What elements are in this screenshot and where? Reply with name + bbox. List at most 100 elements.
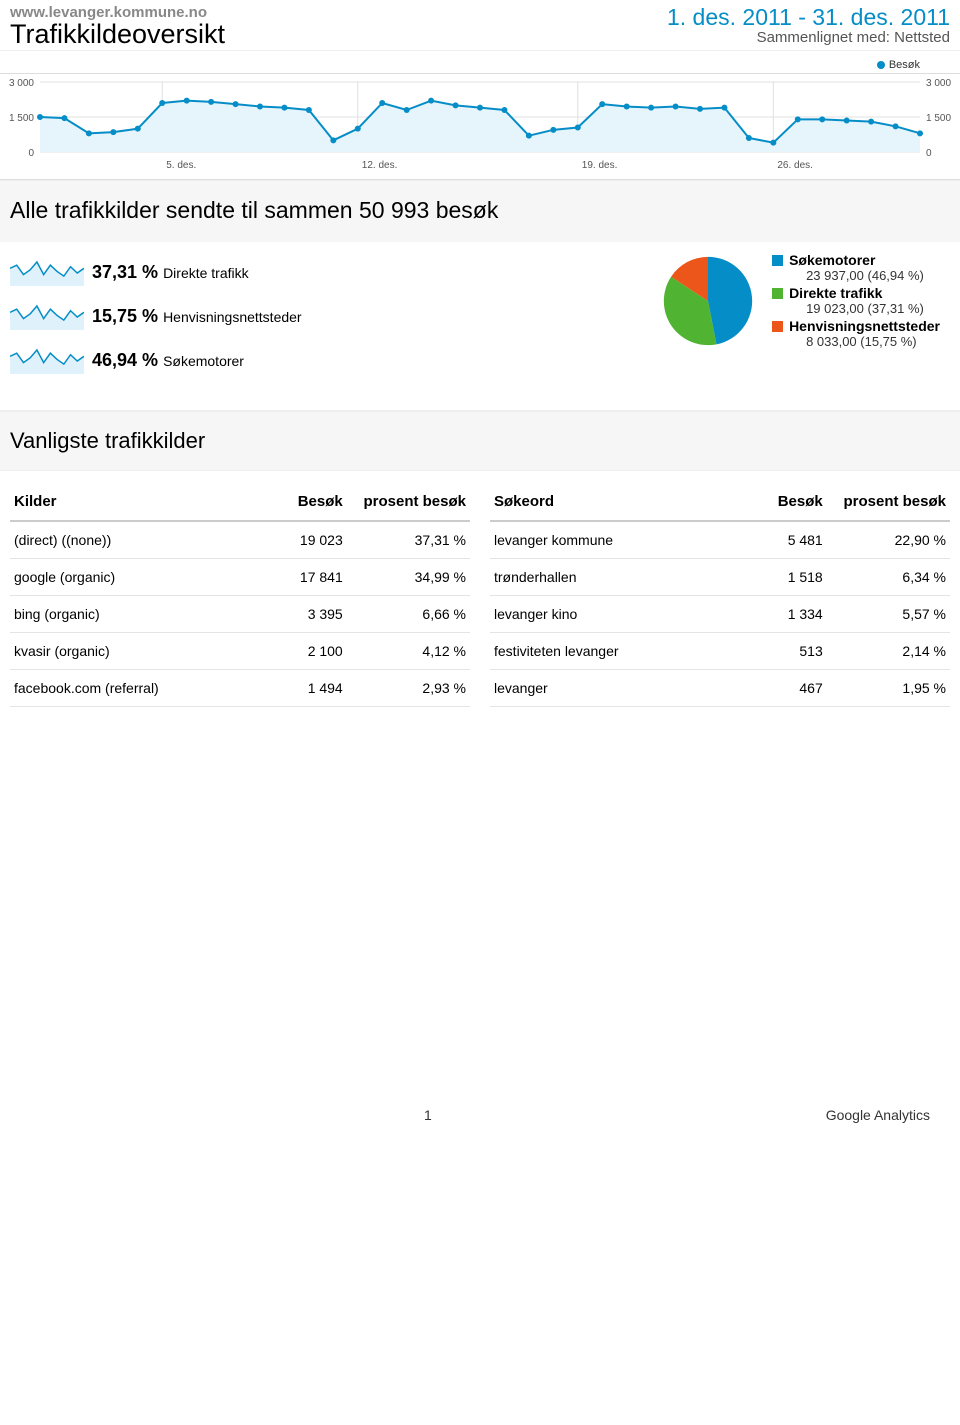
table-cell: 2,14 % xyxy=(823,643,946,659)
legend-swatch-icon xyxy=(772,321,783,332)
report-header: www.levanger.kommune.no Trafikkildeovers… xyxy=(0,0,960,50)
table-cell: levanger kino xyxy=(494,606,720,622)
pie-legend-name: Søkemotorer xyxy=(789,252,924,268)
table-header-cell: Søkeord xyxy=(494,493,720,510)
breakdown-percentage: 37,31 % Direkte trafikk xyxy=(92,262,249,283)
sparkline-icon xyxy=(10,258,84,286)
svg-text:0: 0 xyxy=(926,148,932,159)
table-header: Kilder Besøk prosent besøk xyxy=(10,483,470,522)
breakdown-label: Direkte trafikk xyxy=(163,265,249,281)
sparkline-icon xyxy=(10,302,84,330)
table-row: kvasir (organic) 2 100 4,12 % xyxy=(10,633,470,670)
keywords-table: Søkeord Besøk prosent besøk levanger kom… xyxy=(490,483,950,707)
table-header-cell: Besøk xyxy=(240,493,343,510)
svg-text:5. des.: 5. des. xyxy=(166,160,196,171)
table-cell: 5 481 xyxy=(720,532,823,548)
footer-brand: Google Analytics xyxy=(826,1107,930,1123)
traffic-breakdown: 37,31 % Direkte trafikk 15,75 % Henvisni… xyxy=(0,242,960,411)
table-row: trønderhallen 1 518 6,34 % xyxy=(490,559,950,596)
table-cell: 5,57 % xyxy=(823,606,946,622)
chart-legend: Besøk xyxy=(0,50,960,73)
table-cell: 513 xyxy=(720,643,823,659)
table-cell: google (organic) xyxy=(14,569,240,585)
table-cell: levanger xyxy=(494,680,720,696)
report-title: Trafikkildeoversikt xyxy=(10,19,225,50)
breakdown-row: 37,31 % Direkte trafikk xyxy=(10,258,660,286)
breakdown-row: 46,94 % Søkemotorer xyxy=(10,346,660,374)
pie-legend-value: 23 937,00 (46,94 %) xyxy=(806,268,924,283)
table-row: levanger kommune 5 481 22,90 % xyxy=(490,522,950,559)
table-cell: 3 395 xyxy=(240,606,343,622)
table-row: google (organic) 17 841 34,99 % xyxy=(10,559,470,596)
table-cell: 34,99 % xyxy=(343,569,466,585)
table-header: Søkeord Besøk prosent besøk xyxy=(490,483,950,522)
legend-dot-icon xyxy=(877,61,885,69)
svg-text:0: 0 xyxy=(28,148,34,159)
svg-text:1 500: 1 500 xyxy=(9,113,34,124)
pie-legend-name: Henvisningsnettsteder xyxy=(789,318,940,334)
breakdown-percentage: 15,75 % Henvisningsnettsteder xyxy=(92,306,302,327)
compare-label: Sammenlignet med: Nettsted xyxy=(667,29,950,46)
pie-legend-row: Direkte trafikk 19 023,00 (37,31 %) xyxy=(772,285,940,316)
page-number: 1 xyxy=(30,1107,826,1123)
svg-text:1 500: 1 500 xyxy=(926,113,951,124)
table-row: levanger 467 1,95 % xyxy=(490,670,950,707)
table-cell: facebook.com (referral) xyxy=(14,680,240,696)
table-cell: levanger kommune xyxy=(494,532,720,548)
table-cell: 1 494 xyxy=(240,680,343,696)
visits-line-chart: 3 000 3 000 1 500 1 500 0 0 5. des. 12. des. 19.… xyxy=(0,73,960,180)
table-cell: 467 xyxy=(720,680,823,696)
legend-label: Besøk xyxy=(889,59,920,71)
table-cell: 6,66 % xyxy=(343,606,466,622)
pie-legend-name: Direkte trafikk xyxy=(789,285,924,301)
breakdown-percentage: 46,94 % Søkemotorer xyxy=(92,350,244,371)
summary-heading: Alle trafikkilder sendte til sammen 50 9… xyxy=(0,180,960,242)
page-footer: 1 Google Analytics xyxy=(0,707,960,1133)
pie-legend: Søkemotorer 23 937,00 (46,94 %) Direkte … xyxy=(772,250,940,351)
svg-text:26. des.: 26. des. xyxy=(777,160,813,171)
table-row: bing (organic) 3 395 6,66 % xyxy=(10,596,470,633)
svg-text:3 000: 3 000 xyxy=(926,78,951,89)
table-cell: festiviteten levanger xyxy=(494,643,720,659)
svg-text:3 000: 3 000 xyxy=(9,78,34,89)
table-row: (direct) ((none)) 19 023 37,31 % xyxy=(10,522,470,559)
table-cell: 1,95 % xyxy=(823,680,946,696)
pie-legend-value: 19 023,00 (37,31 %) xyxy=(806,301,924,316)
traffic-pie-chart xyxy=(660,253,756,349)
table-cell: 17 841 xyxy=(240,569,343,585)
table-cell: 37,31 % xyxy=(343,532,466,548)
table-row: facebook.com (referral) 1 494 2,93 % xyxy=(10,670,470,707)
sparkline-icon xyxy=(10,346,84,374)
table-cell: 1 334 xyxy=(720,606,823,622)
table-cell: 2,93 % xyxy=(343,680,466,696)
pie-legend-value: 8 033,00 (15,75 %) xyxy=(806,334,940,349)
table-header-cell: Besøk xyxy=(720,493,823,510)
svg-text:19. des.: 19. des. xyxy=(582,160,618,171)
legend-swatch-icon xyxy=(772,255,783,266)
table-header-cell: Kilder xyxy=(14,493,240,510)
table-cell: trønderhallen xyxy=(494,569,720,585)
table-row: festiviteten levanger 513 2,14 % xyxy=(490,633,950,670)
table-header-cell: prosent besøk xyxy=(343,493,466,510)
table-cell: 4,12 % xyxy=(343,643,466,659)
table-cell: 22,90 % xyxy=(823,532,946,548)
table-cell: 2 100 xyxy=(240,643,343,659)
svg-text:12. des.: 12. des. xyxy=(362,160,398,171)
pie-legend-row: Henvisningsnettsteder 8 033,00 (15,75 %) xyxy=(772,318,940,349)
date-range: 1. des. 2011 - 31. des. 2011 xyxy=(667,4,950,31)
table-cell: bing (organic) xyxy=(14,606,240,622)
table-cell: (direct) ((none)) xyxy=(14,532,240,548)
table-cell: 1 518 xyxy=(720,569,823,585)
table-cell: kvasir (organic) xyxy=(14,643,240,659)
legend-swatch-icon xyxy=(772,288,783,299)
pie-legend-row: Søkemotorer 23 937,00 (46,94 %) xyxy=(772,252,940,283)
top-sources-tables: Kilder Besøk prosent besøk (direct) ((no… xyxy=(0,471,960,707)
breakdown-label: Søkemotorer xyxy=(163,353,244,369)
breakdown-row: 15,75 % Henvisningsnettsteder xyxy=(10,302,660,330)
sources-table: Kilder Besøk prosent besøk (direct) ((no… xyxy=(10,483,470,707)
section-title: Vanligste trafikkilder xyxy=(0,411,960,471)
table-header-cell: prosent besøk xyxy=(823,493,946,510)
breakdown-label: Henvisningsnettsteder xyxy=(163,309,302,325)
table-cell: 19 023 xyxy=(240,532,343,548)
table-row: levanger kino 1 334 5,57 % xyxy=(490,596,950,633)
